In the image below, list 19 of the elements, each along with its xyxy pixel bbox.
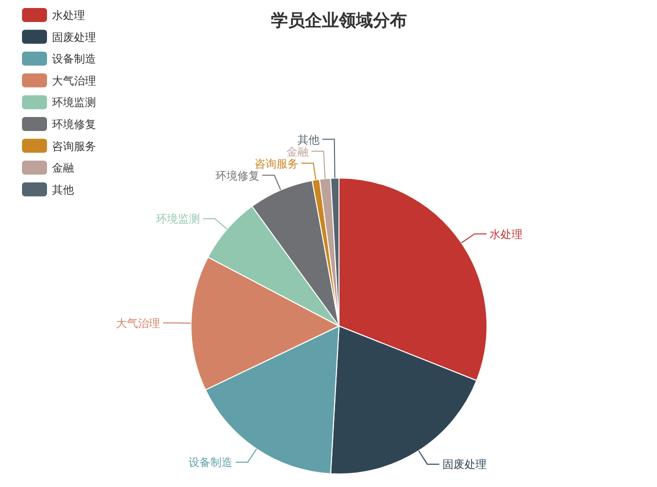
legend-label: 环境监测: [52, 96, 96, 110]
slice-label: 设备制造: [188, 456, 233, 470]
chart-title: 学员企业领域分布: [271, 11, 407, 31]
legend-label: 设备制造: [52, 52, 96, 66]
slice-label: 咨询服务: [254, 157, 298, 170]
slice-label: 环境监测: [156, 212, 200, 226]
legend-label: 水处理: [52, 9, 85, 22]
legend-label: 金融: [52, 162, 74, 175]
slice-label: 水处理: [490, 228, 523, 241]
legend-label: 大气治理: [52, 74, 96, 88]
slice-label: 固废处理: [442, 458, 486, 472]
slice-label: 环境修复: [215, 169, 260, 182]
slice-label: 大气治理: [116, 316, 160, 330]
legend-label: 咨询服务: [52, 140, 96, 153]
legend-label: 固废处理: [52, 30, 96, 44]
slice-label: 金融: [286, 145, 309, 158]
legend-label: 其他: [52, 183, 74, 196]
legend-label: 环境修复: [52, 118, 96, 131]
slice-label: 其他: [297, 133, 320, 146]
